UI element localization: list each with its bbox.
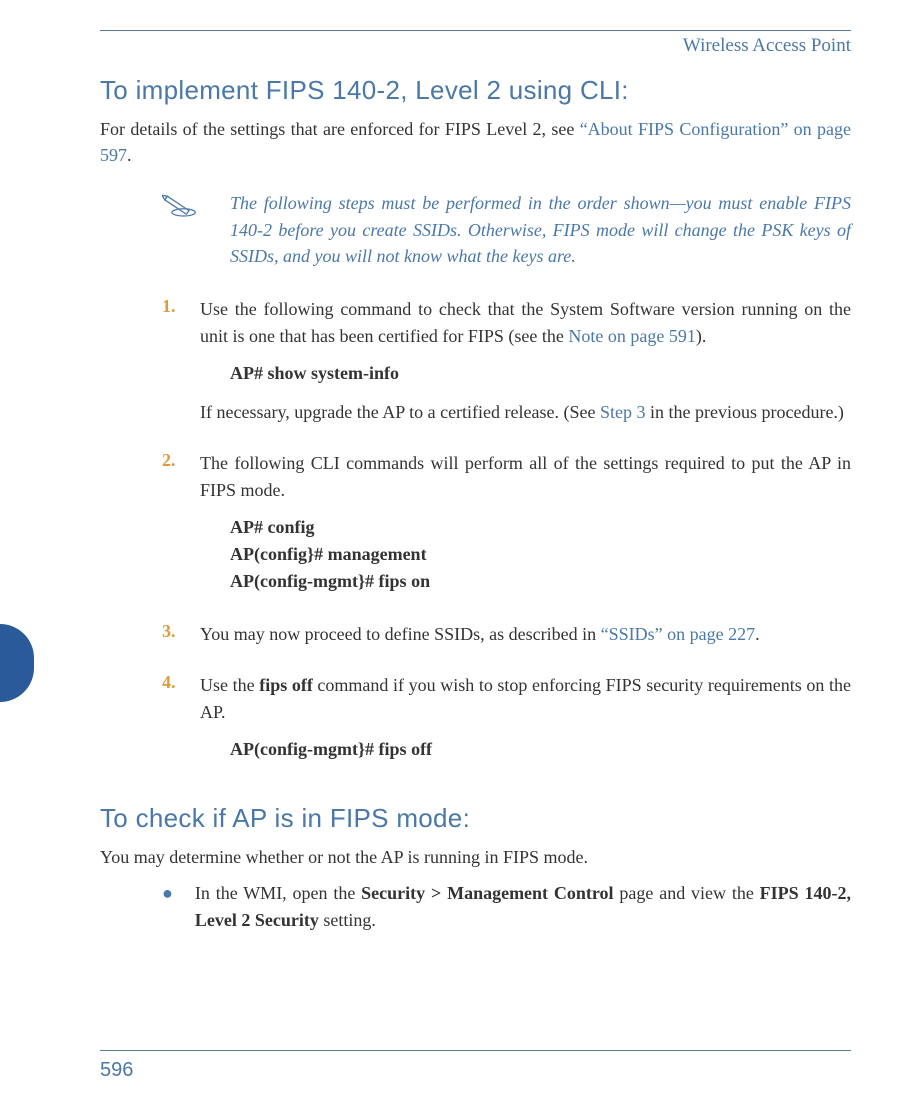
command-line: AP# config [230,514,851,541]
link-note-591[interactable]: Note on page 591 [568,326,695,346]
running-header: Wireless Access Point [100,35,851,57]
section2-intro: You may determine whether or not the AP … [100,844,851,870]
step1-text-d: in the previous procedure.) [646,402,844,422]
bullet-text-a: In the WMI, open the [195,883,361,903]
bullet-list: ● In the WMI, open the Security > Manage… [162,880,851,934]
step-number: 4. [162,672,180,775]
step-4: 4. Use the fips off command if you wish … [162,672,851,775]
bullet-item: ● In the WMI, open the Security > Manage… [162,880,851,934]
note-text: The following steps must be performed in… [230,190,851,270]
step3-text-a: You may now proceed to define SSIDs, as … [200,624,601,644]
note-block: The following steps must be performed in… [162,190,851,270]
link-ssids-227[interactable]: “SSIDs” on page 227 [601,624,755,644]
bullet-bold-nav-path: Security > Management Control [361,883,613,903]
ordered-steps: 1. Use the following command to check th… [162,296,851,775]
link-step-3[interactable]: Step 3 [600,402,646,422]
footer-rule [100,1050,851,1051]
section-heading-check-fips: To check if AP is in FIPS mode: [100,803,851,834]
step3-text-b: . [755,624,760,644]
bullet-dot-icon: ● [162,880,173,934]
page-number: 596 [100,1059,851,1082]
command-block-fips-on: AP# config AP(config}# management AP(con… [230,514,851,595]
pencil-note-icon [162,194,198,225]
step-number: 2. [162,450,180,607]
intro-paragraph: For details of the settings that are enf… [100,116,851,168]
step-body: You may now proceed to define SSIDs, as … [200,621,851,658]
command-line: AP(config}# management [230,541,851,568]
step1-text-a: Use the following command to check that … [200,299,851,346]
step-3: 3. You may now proceed to define SSIDs, … [162,621,851,658]
header-rule-top [100,30,851,31]
step1-text-b: ). [696,326,707,346]
page-content: Wireless Access Point To implement FIPS … [0,0,901,964]
step-number: 3. [162,621,180,658]
step-body: The following CLI commands will perform … [200,450,851,607]
step-1: 1. Use the following command to check th… [162,296,851,436]
step-number: 1. [162,296,180,436]
bullet-text-b: page and view the [614,883,760,903]
step1-text-c: If necessary, upgrade the AP to a certif… [200,402,600,422]
step-2: 2. The following CLI commands will perfo… [162,450,851,607]
command-fips-off: AP(config-mgmt}# fips off [230,736,851,763]
intro-text-a: For details of the settings that are enf… [100,119,580,139]
command-line: AP(config-mgmt}# fips on [230,568,851,595]
step4-bold-fips-off: fips off [259,675,313,695]
section-heading-fips-cli: To implement FIPS 140-2, Level 2 using C… [100,75,851,106]
intro-text-b: . [127,145,132,165]
step4-text-a: Use the [200,675,259,695]
command-show-system-info: AP# show system-info [230,360,851,387]
bullet-text-c: setting. [319,910,376,930]
bullet-body: In the WMI, open the Security > Manageme… [195,880,851,934]
step-body: Use the following command to check that … [200,296,851,436]
step-body: Use the fips off command if you wish to … [200,672,851,775]
page-footer: 596 [100,1050,851,1082]
step2-text: The following CLI commands will perform … [200,450,851,504]
